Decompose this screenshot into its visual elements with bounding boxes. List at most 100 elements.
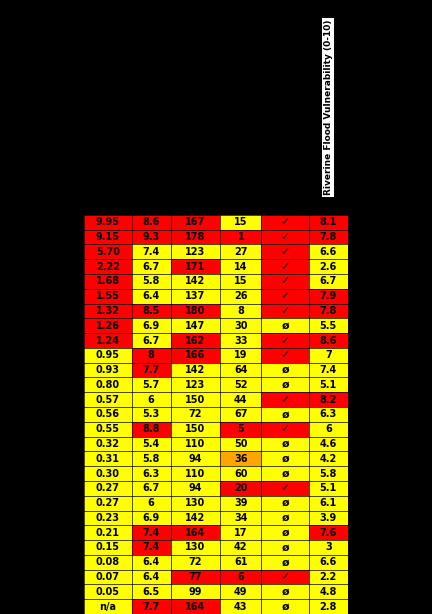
Text: 36: 36 bbox=[234, 454, 248, 464]
Text: 44: 44 bbox=[234, 395, 248, 405]
Text: ✓: ✓ bbox=[280, 291, 290, 301]
Bar bbox=[132, 451, 171, 466]
Text: 1.68: 1.68 bbox=[96, 276, 120, 286]
Bar bbox=[309, 363, 348, 378]
Bar bbox=[309, 495, 348, 510]
Bar bbox=[261, 0, 309, 215]
Bar bbox=[84, 599, 132, 614]
Text: 3.9: 3.9 bbox=[320, 513, 337, 523]
Bar bbox=[220, 230, 261, 244]
Bar bbox=[261, 333, 309, 348]
Text: 72: 72 bbox=[189, 558, 202, 567]
Bar bbox=[84, 289, 132, 303]
Text: 8.5: 8.5 bbox=[143, 306, 160, 316]
Bar bbox=[309, 392, 348, 407]
Text: 0.08: 0.08 bbox=[96, 558, 120, 567]
Bar bbox=[84, 570, 132, 585]
Text: 6.4: 6.4 bbox=[143, 291, 160, 301]
Bar bbox=[0, 274, 84, 289]
Bar bbox=[261, 259, 309, 274]
Bar bbox=[84, 526, 132, 540]
Text: ø: ø bbox=[281, 321, 289, 331]
Text: 0.27: 0.27 bbox=[96, 483, 120, 494]
Text: 0.23: 0.23 bbox=[96, 513, 120, 523]
Bar bbox=[220, 244, 261, 259]
Bar bbox=[261, 230, 309, 244]
Text: ✓: ✓ bbox=[280, 572, 290, 582]
Text: ✓: ✓ bbox=[280, 247, 290, 257]
Bar bbox=[84, 274, 132, 289]
Text: 5.8: 5.8 bbox=[143, 454, 160, 464]
Bar bbox=[309, 555, 348, 570]
Bar bbox=[0, 495, 84, 510]
Bar bbox=[84, 451, 132, 466]
Text: 0.21: 0.21 bbox=[96, 527, 120, 538]
Text: 50: 50 bbox=[234, 439, 248, 449]
Bar bbox=[220, 481, 261, 495]
Text: 142: 142 bbox=[185, 365, 206, 375]
Bar bbox=[171, 555, 220, 570]
Text: 8.1: 8.1 bbox=[320, 217, 337, 227]
Bar bbox=[0, 230, 84, 244]
Text: 0.05: 0.05 bbox=[96, 587, 120, 597]
Text: 0.95: 0.95 bbox=[96, 351, 120, 360]
Bar bbox=[309, 274, 348, 289]
Text: 9.15: 9.15 bbox=[96, 232, 120, 242]
Bar bbox=[84, 422, 132, 437]
Text: ✓: ✓ bbox=[280, 351, 290, 360]
Bar bbox=[132, 319, 171, 333]
Text: 9.3: 9.3 bbox=[143, 232, 160, 242]
Text: ø: ø bbox=[281, 602, 289, 612]
Bar bbox=[220, 303, 261, 319]
Bar bbox=[171, 407, 220, 422]
Bar bbox=[220, 259, 261, 274]
Bar bbox=[84, 495, 132, 510]
Bar bbox=[0, 289, 84, 303]
Bar bbox=[0, 215, 84, 230]
Bar bbox=[309, 407, 348, 422]
Text: 67: 67 bbox=[234, 410, 248, 419]
Text: 110: 110 bbox=[185, 468, 206, 478]
Bar bbox=[220, 599, 261, 614]
Bar bbox=[132, 274, 171, 289]
Bar bbox=[0, 481, 84, 495]
Bar bbox=[84, 540, 132, 555]
Bar bbox=[261, 274, 309, 289]
Bar bbox=[132, 510, 171, 526]
Text: 34: 34 bbox=[234, 513, 248, 523]
Bar bbox=[309, 303, 348, 319]
Bar bbox=[261, 437, 309, 451]
Bar bbox=[220, 540, 261, 555]
Bar bbox=[132, 0, 171, 215]
Text: 6.9: 6.9 bbox=[143, 513, 160, 523]
Text: 17: 17 bbox=[234, 527, 248, 538]
Bar bbox=[132, 437, 171, 451]
Text: 7.4: 7.4 bbox=[143, 527, 160, 538]
Bar bbox=[309, 289, 348, 303]
Text: 0.93: 0.93 bbox=[96, 365, 120, 375]
Text: 164: 164 bbox=[185, 602, 206, 612]
Text: 7.4: 7.4 bbox=[320, 365, 337, 375]
Bar bbox=[261, 244, 309, 259]
Text: 7.6: 7.6 bbox=[320, 527, 337, 538]
Text: 6.4: 6.4 bbox=[143, 558, 160, 567]
Text: 8: 8 bbox=[238, 306, 244, 316]
Text: ✓: ✓ bbox=[280, 232, 290, 242]
Bar bbox=[84, 215, 132, 230]
Bar bbox=[309, 481, 348, 495]
Bar bbox=[0, 466, 84, 481]
Text: ✓: ✓ bbox=[280, 395, 290, 405]
Bar bbox=[261, 555, 309, 570]
Bar bbox=[261, 215, 309, 230]
Bar bbox=[132, 599, 171, 614]
Text: 39: 39 bbox=[234, 498, 248, 508]
Bar bbox=[132, 392, 171, 407]
Bar bbox=[132, 407, 171, 422]
Bar bbox=[261, 451, 309, 466]
Bar bbox=[132, 481, 171, 495]
Text: 4.6: 4.6 bbox=[320, 439, 337, 449]
Bar bbox=[220, 0, 261, 215]
Text: 6.1: 6.1 bbox=[320, 498, 337, 508]
Bar bbox=[0, 555, 84, 570]
Bar bbox=[261, 570, 309, 585]
